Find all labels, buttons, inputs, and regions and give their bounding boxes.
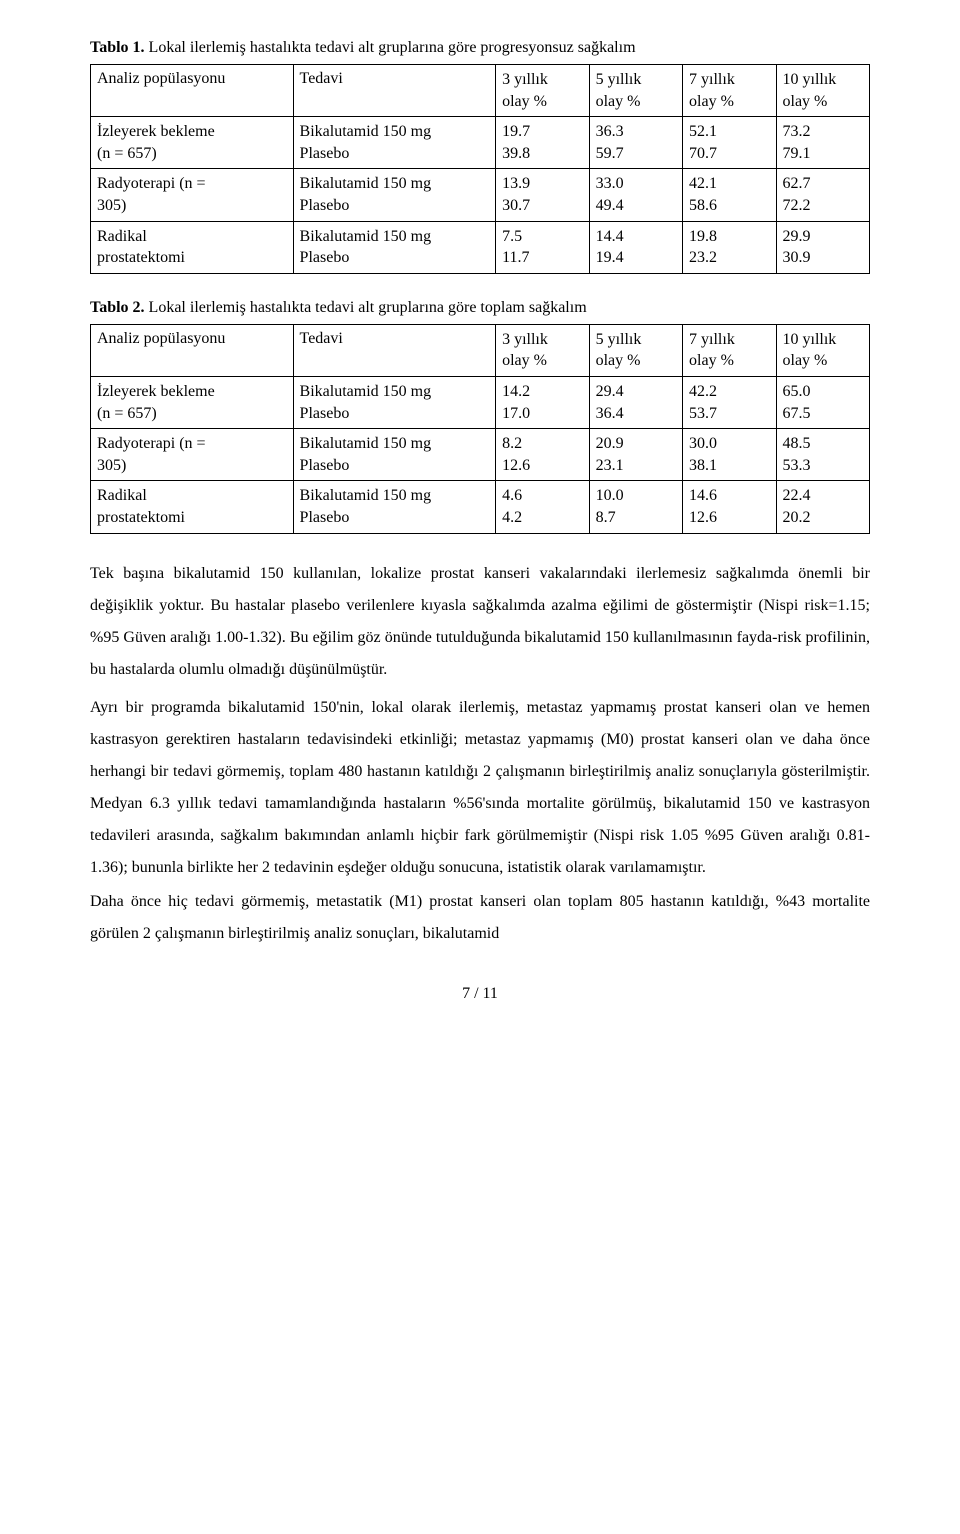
t1-r1-c3: 52.170.7 xyxy=(683,117,776,169)
t2-r2-c1: 8.212.6 xyxy=(496,429,589,481)
t1-r2-pop: Radyoterapi (n =305) xyxy=(91,169,294,221)
t2-r1-ted: Bikalutamid 150 mgPlasebo xyxy=(293,376,496,428)
t1-r1-c2: 36.359.7 xyxy=(589,117,682,169)
t2-r1-c3: 42.253.7 xyxy=(683,376,776,428)
t2-r3-c1: 4.64.2 xyxy=(496,481,589,533)
t1-r1-pop: İzleyerek bekleme(n = 657) xyxy=(91,117,294,169)
t1-r1-ted: Bikalutamid 150 mgPlasebo xyxy=(293,117,496,169)
t1-r2-c1: 13.930.7 xyxy=(496,169,589,221)
t2-head-c4: 10 yıllıkolay % xyxy=(776,324,870,376)
t1-head-ted: Tedavi xyxy=(293,65,496,117)
table-row: İzleyerek bekleme(n = 657) Bikalutamid 1… xyxy=(91,117,870,169)
t2-r1-pop: İzleyerek bekleme(n = 657) xyxy=(91,376,294,428)
t1-r1-c1: 19.739.8 xyxy=(496,117,589,169)
t1-r3-pop: Radikalprostatektomi xyxy=(91,221,294,273)
t1-r2-c4: 62.772.2 xyxy=(776,169,870,221)
table1-caption-bold: Tablo 1. xyxy=(90,39,145,56)
t2-r3-c2: 10.08.7 xyxy=(589,481,682,533)
t2-head-c1: 3 yıllıkolay % xyxy=(496,324,589,376)
t2-r2-c4: 48.553.3 xyxy=(776,429,870,481)
t1-head-c1: 3 yıllıkolay % xyxy=(496,65,589,117)
table1-caption: Tablo 1. Lokal ilerlemiş hastalıkta teda… xyxy=(90,38,870,58)
t2-r2-ted: Bikalutamid 150 mgPlasebo xyxy=(293,429,496,481)
t2-r3-c4: 22.420.2 xyxy=(776,481,870,533)
t1-r1-c4: 73.279.1 xyxy=(776,117,870,169)
t2-r1-c4: 65.067.5 xyxy=(776,376,870,428)
table-row: Radikalprostatektomi Bikalutamid 150 mgP… xyxy=(91,221,870,273)
t2-head-c3: 7 yıllıkolay % xyxy=(683,324,776,376)
t2-r3-pop: Radikalprostatektomi xyxy=(91,481,294,533)
table-row: İzleyerek bekleme(n = 657) Bikalutamid 1… xyxy=(91,376,870,428)
t2-r2-pop: Radyoterapi (n =305) xyxy=(91,429,294,481)
t1-r3-c2: 14.419.4 xyxy=(589,221,682,273)
t1-head-c4: 10 yıllıkolay % xyxy=(776,65,870,117)
body-para-1: Tek başına bikalutamid 150 kullanılan, l… xyxy=(90,558,870,686)
t1-r3-c4: 29.930.9 xyxy=(776,221,870,273)
t2-head-ted: Tedavi xyxy=(293,324,496,376)
table1: Analiz popülasyonu Tedavi 3 yıllıkolay %… xyxy=(90,64,870,274)
body-para-3: Daha önce hiç tedavi görmemiş, metastati… xyxy=(90,886,870,950)
t1-r2-c2: 33.049.4 xyxy=(589,169,682,221)
t2-head-pop: Analiz popülasyonu xyxy=(91,324,294,376)
t2-r1-c2: 29.436.4 xyxy=(589,376,682,428)
t1-r2-c3: 42.158.6 xyxy=(683,169,776,221)
table2-caption: Tablo 2. Lokal ilerlemiş hastalıkta teda… xyxy=(90,298,870,318)
page-number: 7 / 11 xyxy=(90,984,870,1004)
table-row: Radyoterapi (n =305) Bikalutamid 150 mgP… xyxy=(91,169,870,221)
t2-r2-c3: 30.038.1 xyxy=(683,429,776,481)
t2-head-c2: 5 yıllıkolay % xyxy=(589,324,682,376)
table2-caption-bold: Tablo 2. xyxy=(90,299,145,316)
t1-r3-ted: Bikalutamid 150 mgPlasebo xyxy=(293,221,496,273)
t1-r3-c3: 19.823.2 xyxy=(683,221,776,273)
table-row: Radyoterapi (n =305) Bikalutamid 150 mgP… xyxy=(91,429,870,481)
table1-caption-rest: Lokal ilerlemiş hastalıkta tedavi alt gr… xyxy=(145,39,636,56)
t2-r2-c2: 20.923.1 xyxy=(589,429,682,481)
body-para-2: Ayrı bir programda bikalutamid 150'nin, … xyxy=(90,692,870,884)
table-row: Radikalprostatektomi Bikalutamid 150 mgP… xyxy=(91,481,870,533)
t1-head-pop: Analiz popülasyonu xyxy=(91,65,294,117)
t1-r2-ted: Bikalutamid 150 mgPlasebo xyxy=(293,169,496,221)
t2-r3-c3: 14.612.6 xyxy=(683,481,776,533)
t1-r3-c1: 7.511.7 xyxy=(496,221,589,273)
t2-r3-ted: Bikalutamid 150 mgPlasebo xyxy=(293,481,496,533)
t2-r1-c1: 14.217.0 xyxy=(496,376,589,428)
table2: Analiz popülasyonu Tedavi 3 yıllıkolay %… xyxy=(90,324,870,534)
t1-head-c3: 7 yıllıkolay % xyxy=(683,65,776,117)
t1-head-c2: 5 yıllıkolay % xyxy=(589,65,682,117)
table2-caption-rest: Lokal ilerlemiş hastalıkta tedavi alt gr… xyxy=(145,299,587,316)
